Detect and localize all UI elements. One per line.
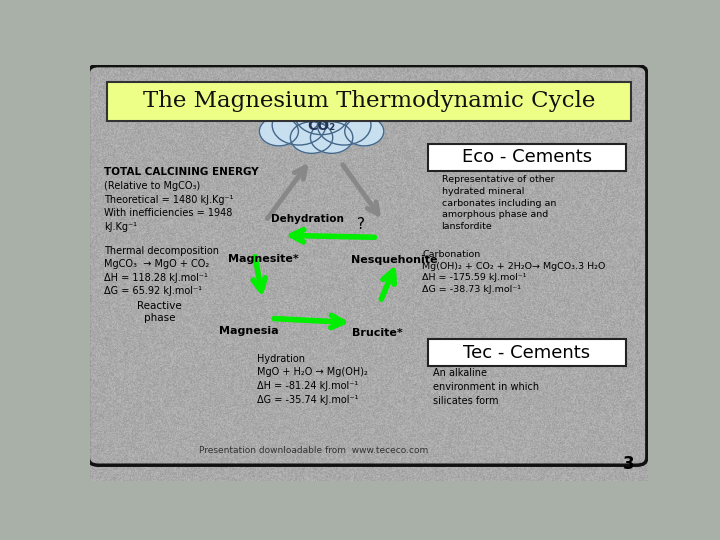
FancyBboxPatch shape (428, 144, 626, 171)
Circle shape (272, 105, 325, 145)
Text: CO₂: CO₂ (307, 119, 336, 133)
Text: Presentation downloadable from  www.tececo.com: Presentation downloadable from www.tecec… (199, 446, 428, 455)
Circle shape (318, 105, 371, 145)
Circle shape (345, 117, 384, 146)
Text: Magnesia: Magnesia (219, 326, 279, 336)
Text: (Relative to MgCO₃)
Theoretical = 1480 kJ.Kg⁻¹
With inefficiencies = 1948
kJ.Kg⁻: (Relative to MgCO₃) Theoretical = 1480 k… (104, 181, 233, 232)
Text: The Magnesium Thermodynamic Cycle: The Magnesium Thermodynamic Cycle (143, 90, 595, 112)
Text: Representative of other
hydrated mineral
carbonates including an
amorphous phase: Representative of other hydrated mineral… (441, 175, 556, 231)
FancyBboxPatch shape (428, 339, 626, 366)
Text: Carbonation
Mg(OH)₂ + CO₂ + 2H₂O→ MgCO₃.3 H₂O
ΔH = -175.59 kJ.mol⁻¹
ΔG = -38.73 : Carbonation Mg(OH)₂ + CO₂ + 2H₂O→ MgCO₃.… (422, 250, 606, 294)
Text: Thermal decomposition
MgCO₃  → MgO + CO₂
ΔH = 118.28 kJ.mol⁻¹
ΔG = 65.92 kJ.mol⁻: Thermal decomposition MgCO₃ → MgO + CO₂ … (104, 246, 219, 296)
Text: Dehydration: Dehydration (271, 214, 344, 224)
Text: TOTAL CALCINING ENERGY: TOTAL CALCINING ENERGY (104, 167, 258, 177)
Text: Reactive
phase: Reactive phase (138, 301, 182, 323)
Text: ?: ? (356, 218, 364, 232)
FancyBboxPatch shape (107, 82, 631, 121)
Text: Tec - Cements: Tec - Cements (463, 344, 590, 362)
Circle shape (259, 117, 298, 146)
Text: An alkaline
environment in which
silicates form: An alkaline environment in which silicat… (433, 368, 539, 406)
Text: Eco - Cements: Eco - Cements (462, 148, 592, 166)
Text: Nesquehonite: Nesquehonite (351, 255, 437, 265)
Text: Magnesite*: Magnesite* (228, 254, 298, 264)
Circle shape (290, 122, 333, 153)
Text: 3: 3 (622, 455, 634, 473)
Circle shape (310, 122, 353, 153)
Circle shape (294, 94, 348, 134)
Text: Hydration
MgO + H₂O → Mg(OH)₂
ΔH = -81.24 kJ.mol⁻¹
ΔG = -35.74 kJ.mol⁻¹: Hydration MgO + H₂O → Mg(OH)₂ ΔH = -81.2… (258, 354, 368, 404)
Text: Brucite*: Brucite* (352, 328, 402, 338)
